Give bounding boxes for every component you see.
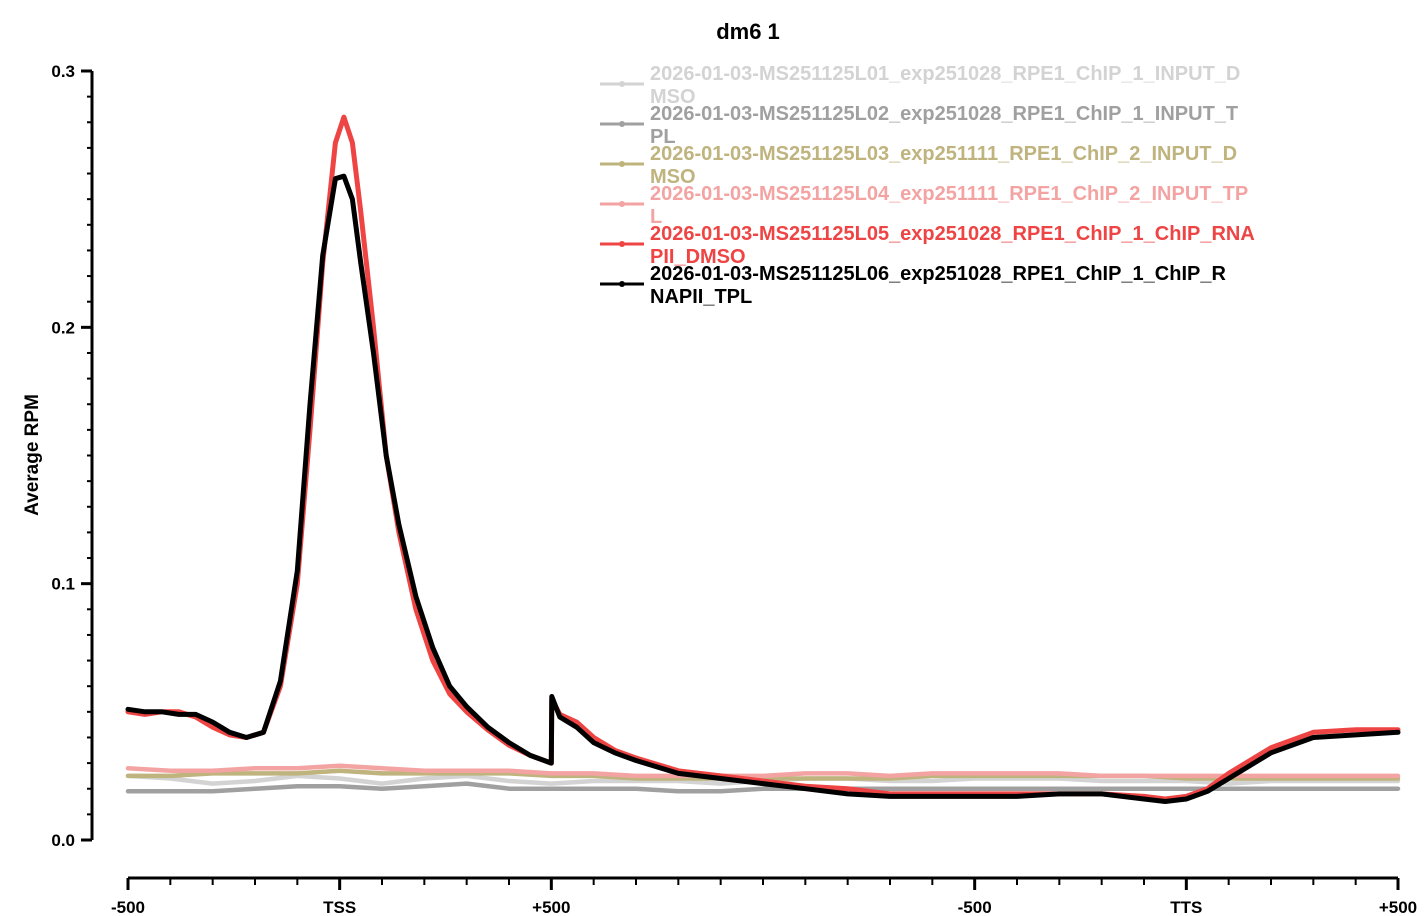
- legend-label-1: MSO: [650, 86, 696, 108]
- legend-label-4: L: [650, 206, 662, 228]
- chart-title: dm6 1: [716, 19, 780, 44]
- x-tick-label: TSS: [323, 898, 356, 916]
- legend-label-5: PII_DMSO: [650, 246, 746, 268]
- y-tick-label: 0.0: [51, 831, 75, 850]
- legend-label-1: 2026-01-03-MS251125L01_exp251028_RPE1_Ch…: [650, 63, 1240, 85]
- legend-marker-2: [619, 121, 625, 127]
- axes: 0.0 0.1 0.2 0.3 -500 TSS +500 -500 TTS +500: [51, 62, 1417, 916]
- x-tick-label: +500: [532, 898, 570, 916]
- x-tick-label: -500: [958, 898, 992, 916]
- legend-label-5: 2026-01-03-MS251125L05_exp251028_RPE1_Ch…: [650, 223, 1255, 245]
- legend: 2026-01-03-MS251125L01_exp251028_RPE1_Ch…: [600, 63, 1255, 308]
- legend-label-3: MSO: [650, 166, 696, 188]
- series-layer: [125, 114, 1401, 804]
- legend-label-4: 2026-01-03-MS251125L04_exp251111_RPE1_Ch…: [650, 183, 1248, 205]
- series-line-6: [125, 173, 1401, 804]
- x-tick-label: +500: [1379, 898, 1417, 916]
- y-tick-label: 0.2: [51, 318, 75, 337]
- legend-marker-5: [619, 241, 625, 247]
- legend-label-2: 2026-01-03-MS251125L02_exp251028_RPE1_Ch…: [650, 103, 1238, 125]
- series-line-5: [125, 114, 1401, 802]
- legend-marker-6: [619, 281, 625, 287]
- legend-label-3: 2026-01-03-MS251125L03_exp251111_RPE1_Ch…: [650, 143, 1237, 165]
- series-line-4: [125, 763, 1401, 779]
- y-tick-label: 0.1: [51, 575, 75, 594]
- series-line-2: [125, 781, 1401, 794]
- legend-marker-4: [619, 201, 625, 207]
- x-tick-label: TTS: [1170, 898, 1202, 916]
- legend-label-2: PL: [650, 126, 676, 148]
- legend-label-6: NAPII_TPL: [650, 286, 752, 308]
- legend-marker-3: [619, 161, 625, 167]
- legend-label-6: 2026-01-03-MS251125L06_exp251028_RPE1_Ch…: [650, 263, 1226, 285]
- y-axis-label: Average RPM: [22, 394, 43, 516]
- x-tick-label: -500: [111, 898, 145, 916]
- y-tick-label: 0.3: [51, 62, 75, 81]
- legend-marker-1: [619, 81, 625, 87]
